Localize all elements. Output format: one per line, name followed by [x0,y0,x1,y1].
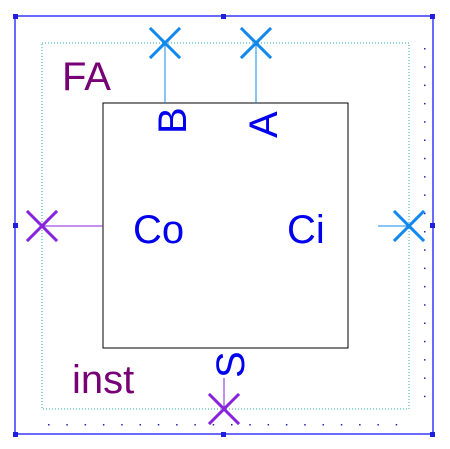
handle-top-left[interactable] [13,14,18,19]
grid-dot [424,157,426,160]
grid-dot [424,212,426,215]
symbol-body[interactable] [102,102,349,349]
grid-dot [48,424,50,426]
grid-dot [84,424,87,426]
handle-bottom-right[interactable] [430,432,435,437]
grid-dot [424,359,426,361]
grid-dot [424,194,426,196]
grid-dot [377,424,379,426]
grid-dot [340,424,343,426]
grid-dot [424,322,426,324]
grid-dots-bottom [48,424,398,426]
grid-dot [395,424,398,426]
grid-dot [424,249,426,251]
pin-label-b: B [151,107,195,134]
handle-middle-right[interactable] [430,223,435,228]
handle-top-middle[interactable] [221,14,226,19]
grid-dot [424,102,426,105]
grid-dot [424,267,426,270]
grid-dot [322,424,324,426]
grid-dot [424,340,426,343]
pin-label-co: Co [133,208,184,252]
grid-dot [424,304,426,306]
grid-dot [424,285,426,288]
grid-dot [267,424,270,426]
grid-dot [424,121,426,123]
handle-top-right[interactable] [430,14,435,19]
selection-handles[interactable] [13,14,435,437]
grid-dot [424,231,426,233]
grid-dot [212,424,215,426]
grid-dots-right [424,48,426,398]
pin-ci-x-cross-icon[interactable] [392,209,426,243]
grid-dot [424,395,426,398]
grid-dot [359,424,361,426]
grid-dot [194,424,196,426]
pin-s-x-cross-icon[interactable] [207,392,241,426]
grid-dot [139,424,141,426]
grid-dot [121,424,123,426]
pin-co-x-cross-icon[interactable] [25,209,59,243]
grid-dot [424,377,426,379]
grid-dot [424,66,426,68]
grid-dot [285,424,288,426]
grid-dot [157,424,160,426]
grid-dot [424,84,426,87]
pin-label-ci: Ci [287,208,325,252]
grid-dot [249,424,251,426]
pin-b-x-cross-icon[interactable] [148,26,182,60]
handle-bottom-middle[interactable] [221,432,226,437]
grid-dot [304,424,306,426]
handle-middle-left[interactable] [13,223,18,228]
grid-dot [176,424,178,426]
grid-dot [424,139,426,141]
grid-dot [424,176,426,178]
pin-label-s: S [209,351,253,378]
handle-bottom-left[interactable] [13,432,18,437]
grid-dot [424,48,426,50]
grid-dot [66,424,68,426]
cell-name-label: FA [62,55,111,99]
grid-dot [102,424,105,426]
grid-dot [231,424,233,426]
instance-name-label: inst [72,358,134,402]
pin-a-x-cross-icon[interactable] [239,26,273,60]
pin-label-a: A [242,111,286,138]
